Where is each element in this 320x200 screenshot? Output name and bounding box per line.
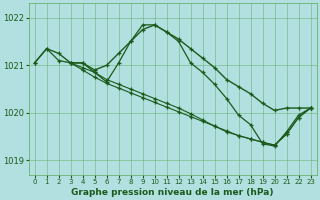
X-axis label: Graphe pression niveau de la mer (hPa): Graphe pression niveau de la mer (hPa) <box>71 188 274 197</box>
